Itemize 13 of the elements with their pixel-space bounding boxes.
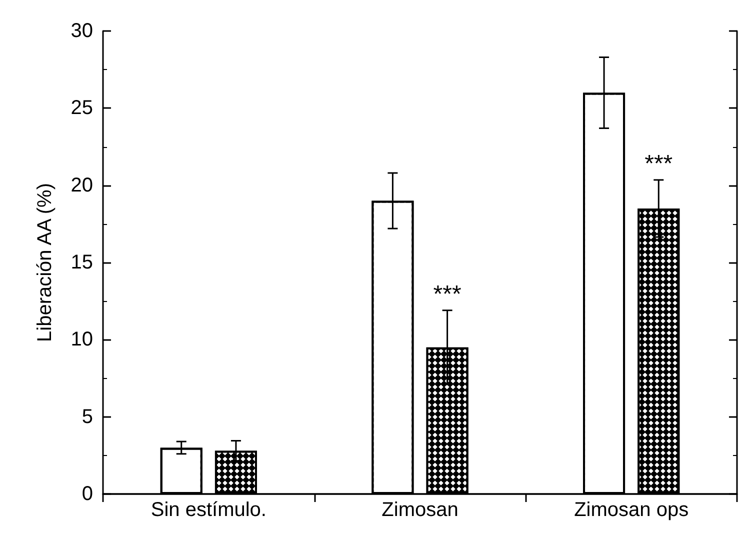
y-tick-label: 30 [70, 20, 93, 42]
y-tick-label: 25 [70, 97, 93, 120]
y-tick-label: 15 [70, 252, 93, 274]
x-tick-label: Sin estímulo. [150, 499, 266, 521]
y-tick-label: 20 [70, 174, 93, 196]
x-tick-label: Zimosan ops [574, 499, 689, 521]
annotation: *** [644, 150, 673, 178]
y-tick-label: 10 [70, 328, 93, 351]
y-tick-label: 5 [82, 406, 93, 428]
y-tick-label: 0 [82, 483, 93, 505]
y-axis-title: Liberación AA (%) [34, 183, 56, 342]
x-tick-label: Zimosan [382, 499, 458, 521]
annotation: *** [433, 280, 462, 308]
